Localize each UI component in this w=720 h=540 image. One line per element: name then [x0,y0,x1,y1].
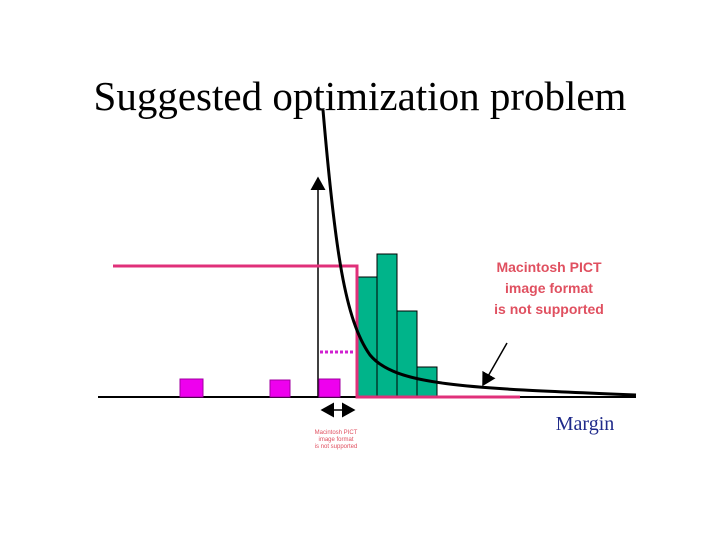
points [179,378,341,398]
pict-notice: Macintosh PICT [496,259,601,275]
point [318,378,341,398]
histogram [356,253,438,398]
point [269,379,291,398]
pointer-arrow [482,342,508,387]
margin-label: Margin [556,413,615,435]
pict-notice-small: Macintosh PICT [315,430,358,436]
loss-curve [321,109,637,397]
pict-notice-small: image format [318,437,353,443]
pict-notice: image format [505,280,593,296]
slide-title: Suggested optimization problem [94,73,627,119]
bar [396,310,418,398]
step-loss [113,264,520,399]
point [179,378,204,398]
bar [376,253,398,398]
pict-notice: is not supported [494,301,604,317]
pict-notice-small: is not supported [315,444,358,450]
